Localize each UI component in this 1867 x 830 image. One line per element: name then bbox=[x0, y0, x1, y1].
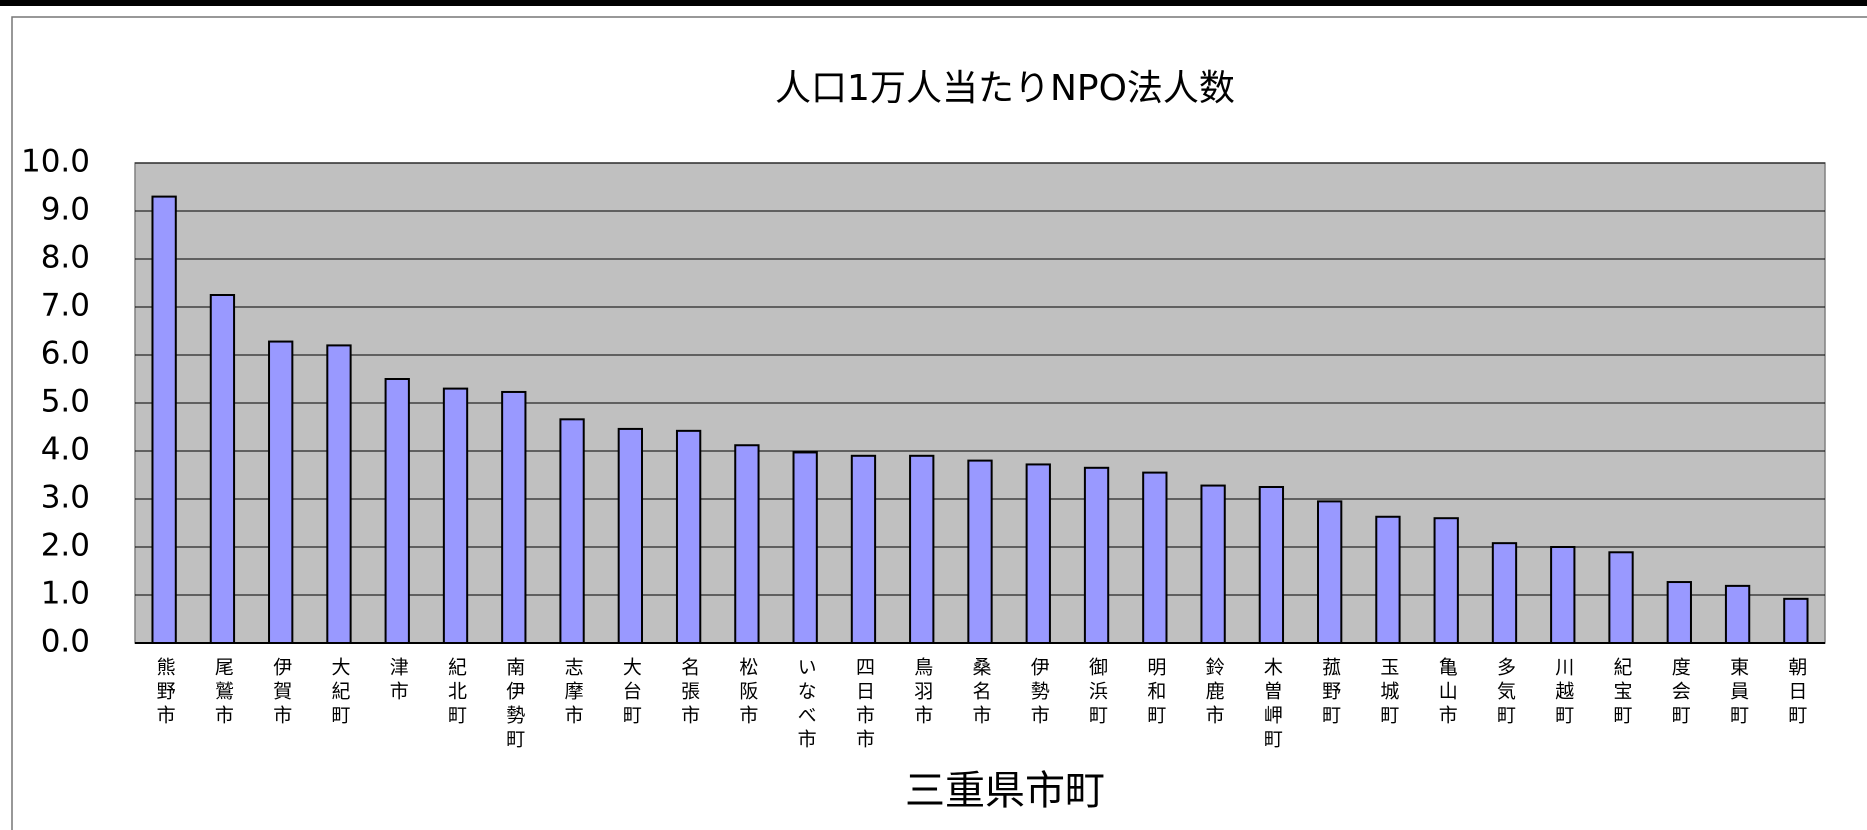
x-tick-label: 御浜町 bbox=[1086, 657, 1108, 729]
bar bbox=[1083, 466, 1110, 644]
y-tick-label: 6.0 bbox=[41, 336, 90, 372]
bar bbox=[1142, 471, 1168, 644]
bar bbox=[1433, 517, 1459, 645]
bar bbox=[384, 378, 410, 644]
bar bbox=[1375, 515, 1401, 645]
y-tick-label: 9.0 bbox=[41, 192, 90, 228]
bar bbox=[1200, 484, 1226, 644]
x-tick-label: 東員町 bbox=[1727, 657, 1749, 729]
x-tick-label: 度会町 bbox=[1669, 657, 1691, 729]
x-tick-label: 玉城町 bbox=[1377, 657, 1399, 729]
bar bbox=[1724, 584, 1751, 645]
x-tick-label: 多気町 bbox=[1494, 657, 1516, 729]
x-tick-label: いなべ市 bbox=[795, 657, 817, 753]
bar bbox=[675, 429, 702, 644]
x-tick-label: 朝日町 bbox=[1785, 657, 1807, 729]
bar bbox=[1025, 463, 1051, 644]
y-tick-label: 10.0 bbox=[21, 144, 90, 180]
bar bbox=[151, 195, 177, 644]
y-tick-label: 0.0 bbox=[41, 624, 90, 660]
y-tick-label: 8.0 bbox=[41, 240, 90, 276]
x-tick-label: 大紀町 bbox=[328, 657, 350, 729]
x-tick-label: 木曽岬町 bbox=[1261, 657, 1283, 753]
bar bbox=[1666, 581, 1692, 644]
x-tick-label: 松阪市 bbox=[736, 657, 758, 729]
bar bbox=[1317, 500, 1343, 644]
x-axis-label: 三重県市町 bbox=[905, 768, 1105, 814]
bar bbox=[734, 444, 760, 644]
x-tick-label: 尾鷲市 bbox=[212, 657, 234, 729]
y-tick-label: 2.0 bbox=[41, 528, 90, 564]
x-tick-label: 菰野町 bbox=[1319, 657, 1341, 729]
bar bbox=[792, 451, 818, 644]
x-tick-label: 津市 bbox=[387, 657, 409, 705]
bar bbox=[501, 390, 527, 644]
x-tick-label: 明和町 bbox=[1144, 657, 1166, 729]
y-tick-label: 3.0 bbox=[41, 480, 90, 516]
bar bbox=[326, 344, 352, 644]
bar bbox=[209, 294, 236, 644]
y-tick-label: 4.0 bbox=[41, 432, 90, 468]
chart-title: 人口1万人当たりNPO法人数 bbox=[775, 68, 1235, 109]
bar bbox=[1550, 546, 1576, 644]
x-tick-label: 四日市市 bbox=[853, 657, 875, 753]
top-bar bbox=[0, 0, 1867, 6]
bar bbox=[442, 387, 469, 644]
bar bbox=[617, 427, 643, 645]
bar bbox=[909, 454, 935, 644]
x-tick-label: 熊野市 bbox=[154, 657, 176, 729]
y-tick-label: 7.0 bbox=[41, 288, 90, 324]
y-tick-label: 1.0 bbox=[41, 576, 90, 612]
x-tick-label: 紀北町 bbox=[445, 657, 467, 729]
x-tick-label: 川越町 bbox=[1552, 657, 1574, 729]
x-tick-label: 鳥羽市 bbox=[911, 657, 933, 729]
bar bbox=[1608, 551, 1634, 645]
bar bbox=[1491, 542, 1518, 644]
bar bbox=[850, 454, 877, 644]
x-tick-label: 亀山市 bbox=[1436, 657, 1458, 729]
x-tick-label: 鈴鹿市 bbox=[1203, 657, 1225, 729]
x-tick-label: 桑名市 bbox=[970, 657, 992, 729]
x-tick-label: 伊賀市 bbox=[270, 657, 292, 729]
bar bbox=[1783, 597, 1809, 645]
x-tick-label: 紀宝町 bbox=[1611, 657, 1633, 729]
x-tick-label: 志摩市 bbox=[562, 657, 584, 729]
x-tick-label: 南伊勢町 bbox=[503, 657, 525, 753]
x-tick-label: 大台町 bbox=[620, 657, 642, 729]
x-tick-label: 名張市 bbox=[678, 657, 700, 729]
bar bbox=[1258, 486, 1285, 644]
bar bbox=[967, 459, 993, 644]
chart-frame bbox=[11, 16, 1867, 830]
bar bbox=[268, 340, 294, 644]
x-tick-label: 伊勢市 bbox=[1028, 657, 1050, 729]
y-tick-label: 5.0 bbox=[41, 384, 90, 420]
bar bbox=[559, 418, 585, 644]
